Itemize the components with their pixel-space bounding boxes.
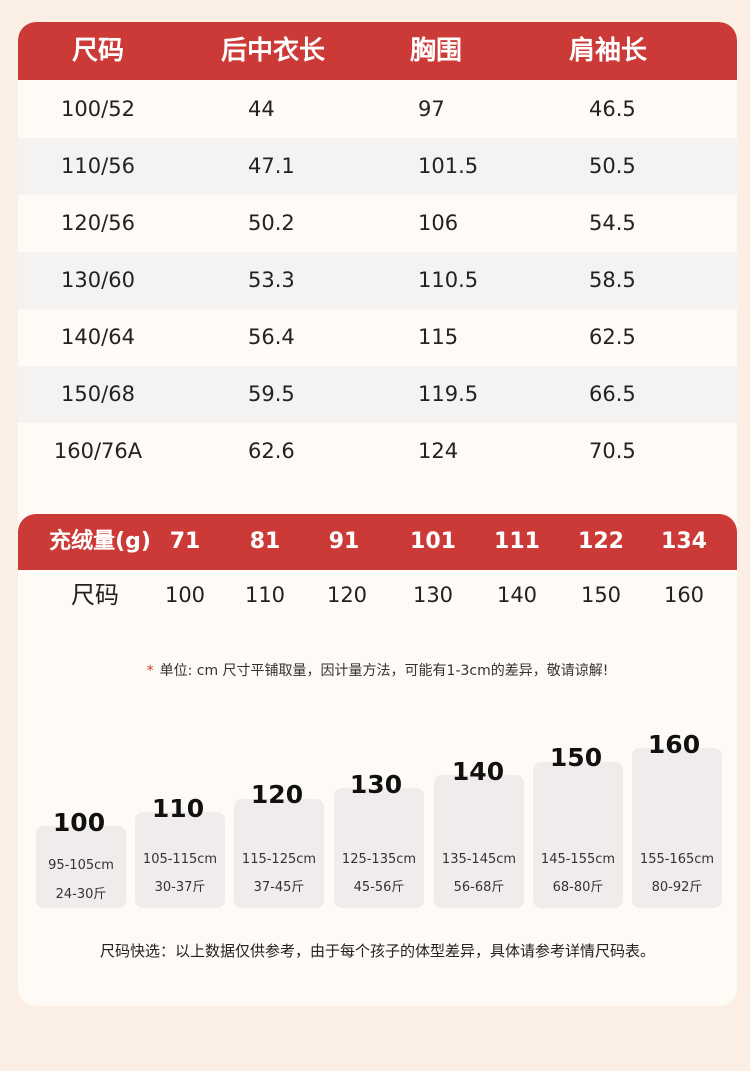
- fill-size: 150: [580, 583, 622, 607]
- cell-shoulder-sleeve: 50.5: [589, 154, 636, 178]
- fill-size: 140: [496, 583, 538, 607]
- header-shoulder-sleeve: 肩袖长: [568, 36, 647, 66]
- fill-size: 110: [244, 583, 286, 607]
- table-row: 100/52 44 97 46.5: [18, 81, 737, 138]
- measurement-note: * 单位: cm 尺寸平铺取量，因计量方法，可能有1-3cm的差异，敬请谅解!: [18, 660, 737, 680]
- size-quick-select-note: 尺码快选：以上数据仅供参考，由于每个孩子的体型差异，具体请参考详情尺码表。: [99, 942, 655, 960]
- size-label: 120: [250, 780, 304, 809]
- cell-back-length: 50.2: [248, 211, 295, 235]
- size-height: 145-155cm: [540, 852, 616, 867]
- cell-shoulder-sleeve: 58.5: [589, 268, 636, 292]
- size-guide-box: 125-135cm 45-56斤: [334, 788, 424, 908]
- cell-size: 130/60: [61, 268, 135, 292]
- size-weight: 24-30斤: [55, 887, 107, 902]
- size-height: 105-115cm: [142, 852, 218, 867]
- fill-size: 160: [663, 583, 705, 607]
- fill-size-label: 尺码: [71, 581, 119, 609]
- cell-size: 100/52: [61, 97, 135, 121]
- cell-size: 120/56: [61, 211, 135, 235]
- size-guide-box: 105-115cm 30-37斤: [135, 812, 225, 908]
- cell-back-length: 47.1: [248, 154, 295, 178]
- cell-shoulder-sleeve: 70.5: [589, 439, 636, 463]
- cell-size: 140/64: [61, 325, 135, 349]
- size-height: 95-105cm: [48, 858, 114, 873]
- fill-value: 122: [578, 529, 624, 554]
- cell-shoulder-sleeve: 62.5: [589, 325, 636, 349]
- note-star: *: [146, 663, 154, 679]
- cell-shoulder-sleeve: 46.5: [589, 97, 636, 121]
- table-row: 130/60 53.3 110.5 58.5: [18, 252, 737, 309]
- cell-size: 110/56: [61, 154, 135, 178]
- size-weight: 45-56斤: [353, 880, 405, 895]
- cell-chest: 97: [418, 97, 445, 121]
- cell-back-length: 56.4: [248, 325, 295, 349]
- size-label: 110: [151, 794, 205, 823]
- size-label: 100: [52, 808, 106, 837]
- size-weight: 68-80斤: [552, 880, 604, 895]
- cell-chest: 106: [418, 211, 459, 235]
- cell-shoulder-sleeve: 54.5: [589, 211, 636, 235]
- size-guide-box: 155-165cm 80-92斤: [632, 748, 722, 908]
- table-row: 140/64 56.4 115 62.5: [18, 309, 737, 366]
- fill-table-header: 充绒量(g) 71 81 91 101 111 122 134: [18, 514, 737, 570]
- cell-size: 160/76A: [53, 439, 143, 463]
- header-size: 尺码: [71, 36, 124, 66]
- size-guide-box: 95-105cm 24-30斤: [36, 826, 126, 908]
- fill-value: 71: [169, 529, 201, 554]
- size-weight: 80-92斤: [651, 880, 703, 895]
- fill-header-label: 充绒量(g): [49, 529, 151, 554]
- fill-value: 111: [494, 529, 540, 554]
- size-table-header: 尺码 后中衣长 胸围 肩袖长: [18, 22, 737, 80]
- cell-back-length: 59.5: [248, 382, 295, 406]
- size-label: 150: [549, 743, 603, 772]
- fill-value: 134: [661, 529, 707, 554]
- cell-back-length: 62.6: [248, 439, 295, 463]
- cell-size: 150/68: [61, 382, 135, 406]
- size-weight: 30-37斤: [154, 880, 206, 895]
- fill-size: 100: [164, 583, 206, 607]
- fill-size: 130: [412, 583, 454, 607]
- size-label: 160: [647, 730, 701, 759]
- table-row: 160/76A 62.6 124 70.5: [18, 423, 737, 480]
- size-height: 135-145cm: [441, 852, 517, 867]
- fill-value: 101: [410, 529, 456, 554]
- cell-back-length: 44: [248, 97, 275, 121]
- table-row: 150/68 59.5 119.5 66.5: [18, 366, 737, 423]
- cell-shoulder-sleeve: 66.5: [589, 382, 636, 406]
- size-label: 130: [349, 770, 403, 799]
- cell-chest: 119.5: [418, 382, 479, 406]
- fill-value: 91: [328, 529, 360, 554]
- size-height: 125-135cm: [341, 852, 417, 867]
- table-row: 110/56 47.1 101.5 50.5: [18, 138, 737, 195]
- cell-back-length: 53.3: [248, 268, 295, 292]
- cell-chest: 110.5: [418, 268, 479, 292]
- fill-size-row: 尺码 100 110 120 130 140 150 160: [18, 570, 737, 620]
- size-guide-box: 115-125cm 37-45斤: [234, 799, 324, 908]
- size-chart-card: 尺码 后中衣长 胸围 肩袖长 100/52 44 97 46.5 110/56 …: [18, 22, 737, 1006]
- header-chest: 胸围: [409, 36, 462, 66]
- cell-chest: 101.5: [418, 154, 479, 178]
- size-weight: 37-45斤: [253, 880, 305, 895]
- header-back-length: 后中衣长: [220, 36, 325, 66]
- fill-size: 120: [326, 583, 368, 607]
- table-row: 120/56 50.2 106 54.5: [18, 195, 737, 252]
- size-weight: 56-68斤: [453, 880, 505, 895]
- fill-value: 81: [249, 529, 281, 554]
- cell-chest: 124: [418, 439, 459, 463]
- note-text: 单位: cm 尺寸平铺取量，因计量方法，可能有1-3cm的差异，敬请谅解!: [159, 663, 609, 679]
- cell-chest: 115: [418, 325, 459, 349]
- size-height: 115-125cm: [241, 852, 317, 867]
- size-height: 155-165cm: [639, 852, 715, 867]
- size-label: 140: [451, 757, 505, 786]
- size-guide-box: 135-145cm 56-68斤: [434, 775, 524, 908]
- size-guide-box: 145-155cm 68-80斤: [533, 762, 623, 908]
